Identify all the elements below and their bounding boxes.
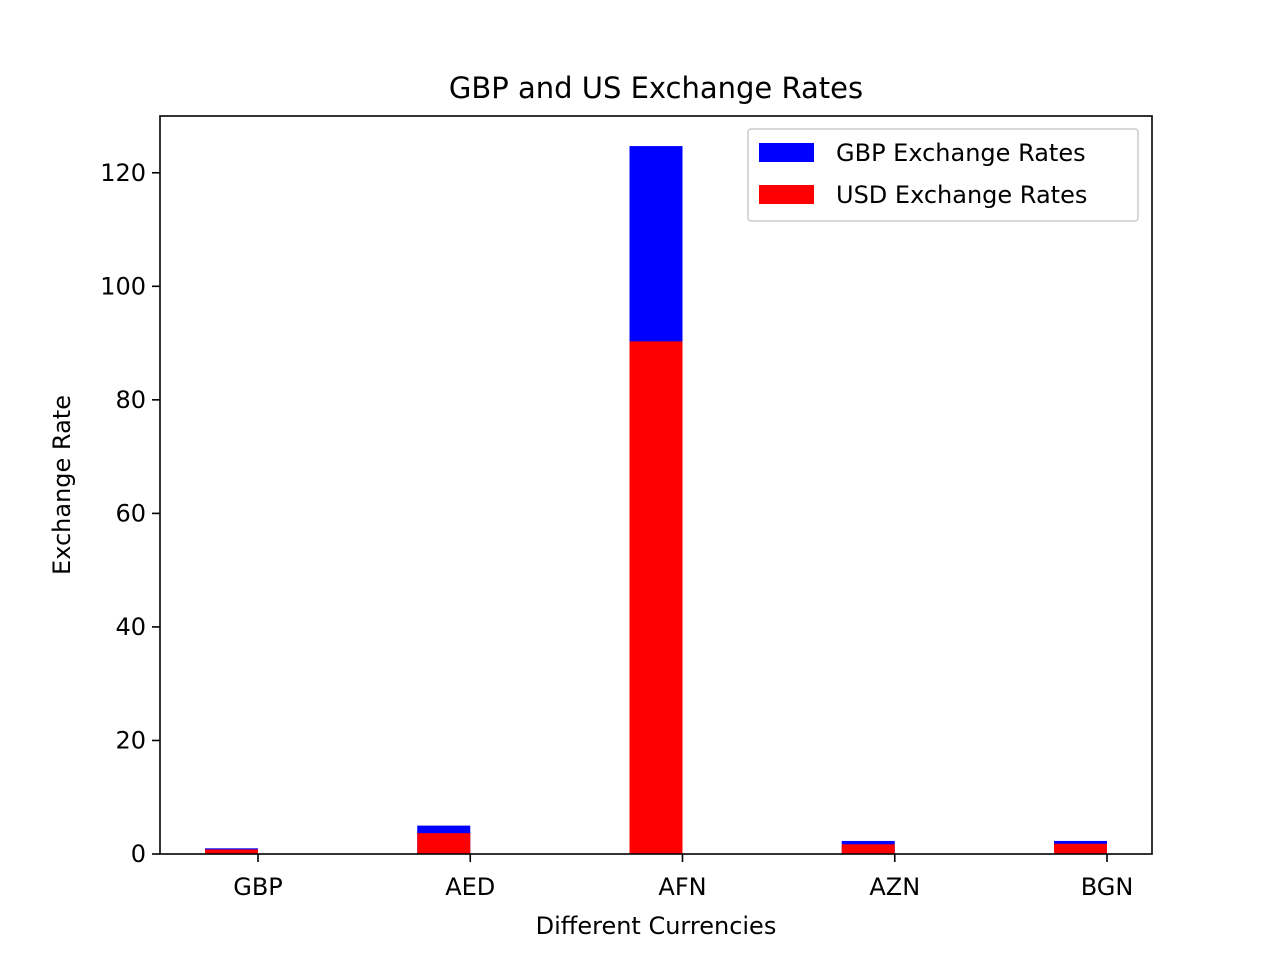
bar-usd-aed [417, 833, 471, 854]
legend-swatch-usd [759, 185, 814, 204]
bar-usd-bgn [1054, 843, 1107, 854]
y-tick-label: 60 [115, 499, 146, 527]
x-tick-label-bgn: BGN [1081, 873, 1134, 901]
y-tick-label: 0 [131, 840, 146, 868]
y-axis-ticks: 0 20 40 60 80 100 120 [100, 159, 160, 868]
y-tick-label: 20 [115, 726, 146, 754]
legend-swatch-gbp [759, 143, 814, 162]
y-tick-label: 100 [100, 272, 146, 300]
bar-usd-gbp [205, 849, 258, 854]
plot-frame [159, 115, 1153, 855]
x-tick-label-gbp: GBP [233, 873, 283, 901]
legend-label-gbp: GBP Exchange Rates [836, 139, 1086, 167]
x-axis-ticks: GBP AED AFN AZN BGN [233, 854, 1133, 901]
legend: GBP Exchange Rates USD Exchange Rates [747, 128, 1139, 222]
y-tick-label: 120 [100, 159, 146, 187]
x-tick-label-aed: AED [445, 873, 495, 901]
x-axis-label: Different Currencies [536, 912, 777, 940]
x-tick-label-azn: AZN [869, 873, 920, 901]
y-tick-label: 80 [115, 386, 146, 414]
bar-usd-azn [841, 844, 895, 854]
legend-label-usd: USD Exchange Rates [836, 181, 1087, 209]
legend-frame [747, 128, 1139, 222]
bar-usd-afn [629, 341, 683, 854]
bars-group [205, 146, 1107, 854]
y-tick-label: 40 [115, 613, 146, 641]
y-axis-label: Exchange Rate [48, 395, 76, 575]
chart-title: GBP and US Exchange Rates [449, 71, 863, 105]
x-tick-label-afn: AFN [658, 873, 706, 901]
